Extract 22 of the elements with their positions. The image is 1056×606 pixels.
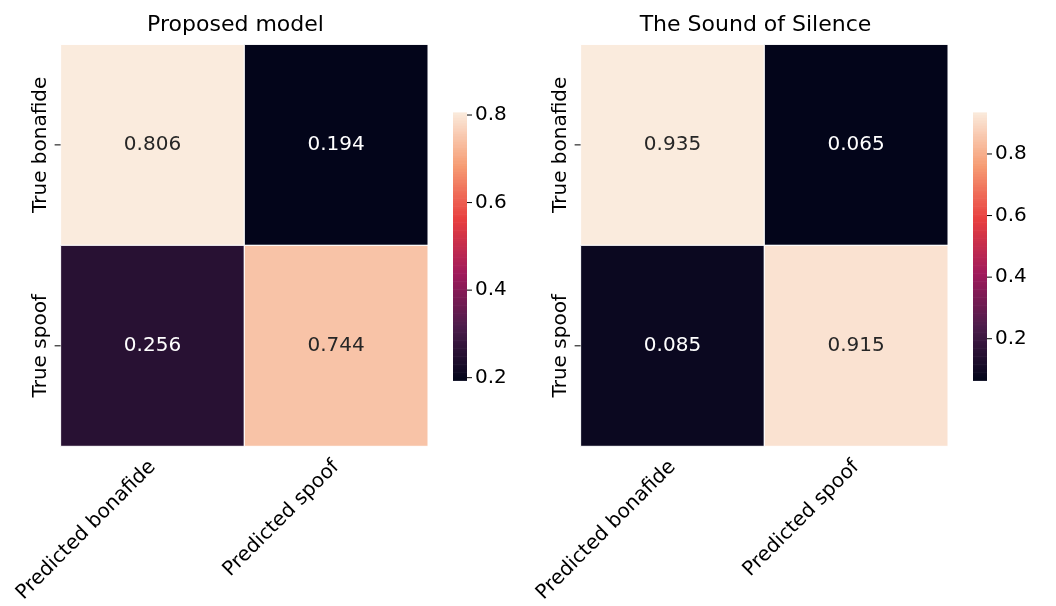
color-bar-label: 0.2: [995, 324, 1027, 349]
color-bar-label: 0.2: [475, 363, 507, 388]
data-label: 0.935: [643, 131, 702, 156]
color-bar-label: 0.4: [995, 263, 1027, 288]
y-tick-label: True bonafide: [546, 76, 571, 215]
chart-title: The Sound of Silence: [638, 10, 872, 36]
chart-title: Proposed model: [147, 10, 324, 36]
color-bar-label: 0.6: [995, 201, 1027, 226]
color-bar-label: 0.6: [475, 188, 507, 213]
color-bar-label: 0.8: [995, 140, 1027, 165]
data-label: 0.806: [123, 131, 182, 156]
data-label: 0.065: [827, 131, 885, 156]
color-bar-label: 0.8: [475, 101, 507, 126]
y-tick-label: True spoof: [546, 293, 571, 399]
data-label: 0.744: [307, 332, 365, 357]
y-tick-label: True bonafide: [26, 76, 51, 215]
data-label: 0.915: [827, 332, 885, 357]
color-bar-label: 0.4: [475, 276, 507, 301]
data-label: 0.256: [123, 332, 182, 357]
data-label: 0.085: [643, 332, 702, 357]
y-tick-label: True spoof: [26, 293, 51, 399]
data-label: 0.194: [307, 131, 365, 156]
